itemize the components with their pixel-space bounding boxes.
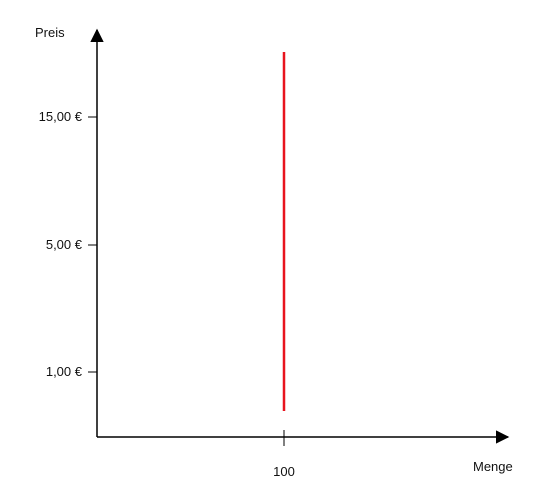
x-ticks: 100 [273,430,295,479]
x-axis-label: Menge [473,459,513,474]
y-tick-label: 5,00 € [46,237,83,252]
y-axis-label: Preis [35,25,65,40]
x-tick-label: 100 [273,464,295,479]
y-tick-label: 1,00 € [46,364,83,379]
y-ticks: 15,00 € 5,00 € 1,00 € [39,109,97,379]
y-tick-label: 15,00 € [39,109,83,124]
